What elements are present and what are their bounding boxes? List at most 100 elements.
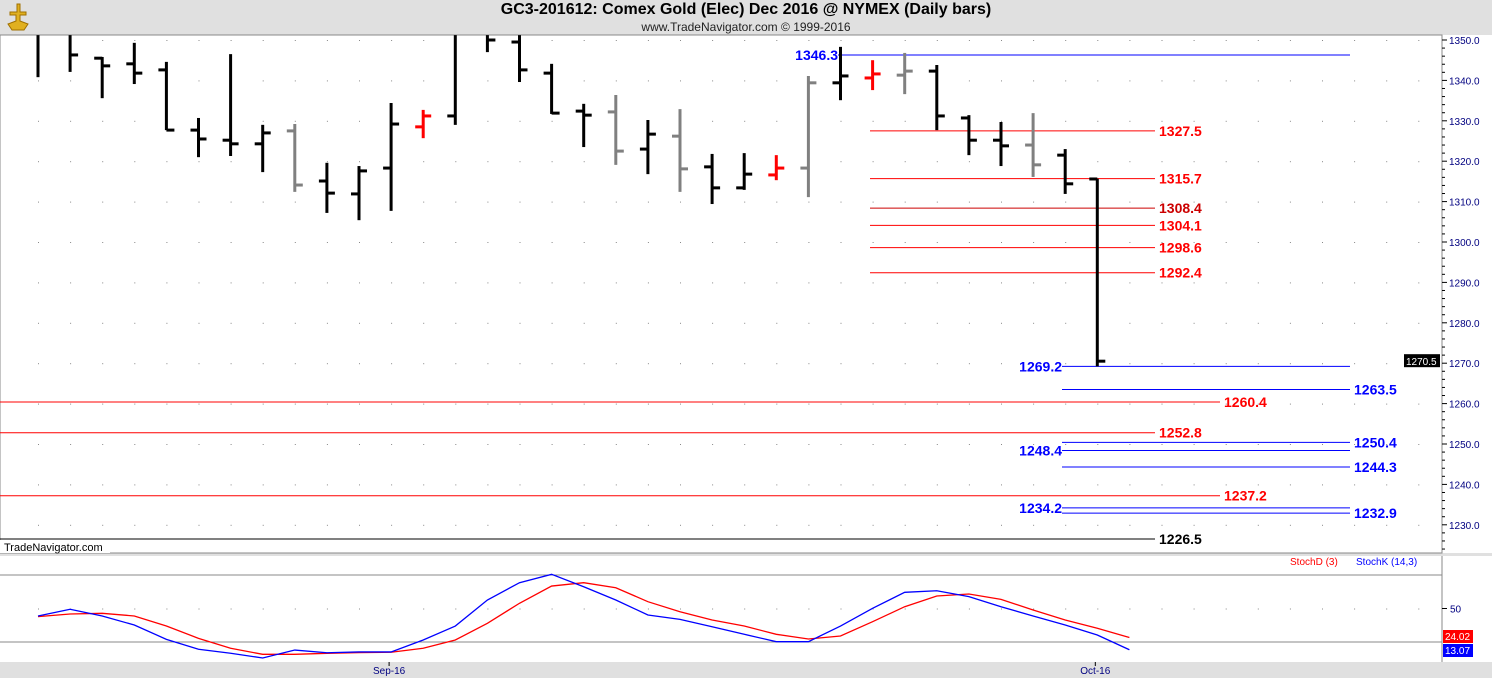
grid-dot bbox=[1386, 282, 1388, 284]
grid-dot bbox=[968, 322, 970, 324]
grid-dot bbox=[712, 120, 714, 122]
level-label: 1248.4 bbox=[1019, 442, 1062, 458]
grid-dot bbox=[1001, 608, 1002, 610]
grid-dot bbox=[680, 363, 681, 365]
grid-dot bbox=[744, 484, 746, 486]
grid-dot bbox=[455, 201, 457, 203]
grid-dot bbox=[1386, 363, 1388, 365]
ohlc-bar bbox=[286, 124, 303, 192]
grid-dot bbox=[615, 608, 617, 610]
grid-dot bbox=[230, 322, 232, 324]
y-tick-label: 1330.0 bbox=[1449, 117, 1480, 128]
level-label: 1304.1 bbox=[1159, 217, 1202, 233]
grid-dot bbox=[487, 363, 489, 365]
grid-dot bbox=[134, 201, 136, 203]
grid-dot bbox=[615, 363, 617, 365]
grid-dot bbox=[936, 524, 938, 526]
grid-dot bbox=[391, 322, 393, 324]
grid-dot bbox=[776, 201, 778, 203]
grid-dot bbox=[1129, 161, 1131, 163]
price-panel bbox=[0, 34, 1443, 554]
grid-dot bbox=[134, 363, 136, 365]
grid-dot bbox=[262, 282, 264, 284]
grid-dot bbox=[1129, 40, 1131, 41]
grid-dot bbox=[1193, 524, 1195, 526]
grid-dot bbox=[1225, 80, 1227, 82]
grid-dot bbox=[262, 484, 264, 486]
grid-dot bbox=[712, 363, 714, 365]
grid-dot bbox=[423, 80, 425, 82]
ohlc-bar bbox=[126, 42, 143, 85]
grid-dot bbox=[1257, 282, 1259, 284]
grid-dot bbox=[808, 608, 810, 610]
grid-dot bbox=[519, 363, 521, 365]
grid-dot bbox=[936, 242, 938, 243]
grid-dot bbox=[840, 322, 842, 324]
grid-dot bbox=[1129, 322, 1131, 324]
grid-dot bbox=[1097, 40, 1099, 41]
grid-dot bbox=[712, 484, 714, 486]
grid-dot bbox=[423, 403, 425, 405]
ohlc-bar bbox=[68, 35, 79, 72]
grid-dot bbox=[134, 524, 136, 526]
last-price-box bbox=[1404, 354, 1440, 368]
grid-dot bbox=[776, 363, 778, 365]
grid-dot bbox=[1354, 242, 1356, 243]
grid-dot bbox=[134, 120, 136, 122]
grid-dot bbox=[904, 201, 906, 203]
watermark-bg bbox=[0, 540, 110, 553]
grid-dot bbox=[423, 524, 425, 526]
grid-dot bbox=[166, 201, 168, 203]
x-tick-label: Sep-16 bbox=[373, 666, 406, 677]
grid-dot bbox=[776, 322, 778, 324]
grid-dot bbox=[840, 444, 842, 445]
grid-dot bbox=[615, 282, 617, 284]
grid-dot bbox=[1161, 524, 1163, 526]
grid-dot bbox=[1386, 403, 1388, 405]
grid-dot bbox=[134, 40, 136, 41]
grid-dot bbox=[1322, 524, 1323, 526]
grid-dot bbox=[1322, 120, 1323, 122]
grid-dot bbox=[1161, 363, 1163, 365]
grid-dot bbox=[1097, 403, 1099, 405]
grid-dot bbox=[904, 524, 906, 526]
grid-dot bbox=[1386, 40, 1388, 41]
grid-dot bbox=[1257, 120, 1259, 122]
grid-dot bbox=[519, 484, 521, 486]
grid-dot bbox=[1418, 444, 1420, 445]
grid-dot bbox=[1418, 161, 1420, 163]
grid-dot bbox=[230, 242, 232, 243]
grid-dot bbox=[1322, 40, 1323, 41]
grid-dot bbox=[776, 120, 778, 122]
grid-dot bbox=[1001, 484, 1002, 486]
y-tick-label: 1260.0 bbox=[1449, 400, 1480, 411]
grid-dot bbox=[808, 40, 810, 41]
grid-dot bbox=[1257, 80, 1259, 82]
grid-dot bbox=[1161, 444, 1163, 445]
grid-dot bbox=[936, 444, 938, 445]
grid-dot bbox=[359, 363, 360, 365]
grid-dot bbox=[968, 363, 970, 365]
grid-dot bbox=[134, 608, 136, 610]
grid-dot bbox=[1065, 484, 1067, 486]
grid-dot bbox=[391, 363, 393, 365]
grid-dot bbox=[38, 484, 39, 486]
grid-dot bbox=[455, 444, 457, 445]
grid-dot bbox=[1033, 403, 1035, 405]
grid-dot bbox=[968, 403, 970, 405]
grid-dot bbox=[1097, 80, 1099, 82]
grid-dot bbox=[583, 484, 585, 486]
grid-dot bbox=[1322, 608, 1323, 610]
grid-dot bbox=[1289, 608, 1291, 610]
grid-dot bbox=[1322, 444, 1323, 445]
grid-dot bbox=[294, 444, 296, 445]
grid-dot bbox=[840, 120, 842, 122]
grid-dot bbox=[487, 161, 489, 163]
grid-dot bbox=[230, 201, 232, 203]
grid-dot bbox=[262, 242, 264, 243]
grid-dot bbox=[38, 282, 39, 284]
grid-dot bbox=[134, 403, 136, 405]
level-label: 1237.2 bbox=[1224, 488, 1267, 504]
grid-dot bbox=[1354, 201, 1356, 203]
